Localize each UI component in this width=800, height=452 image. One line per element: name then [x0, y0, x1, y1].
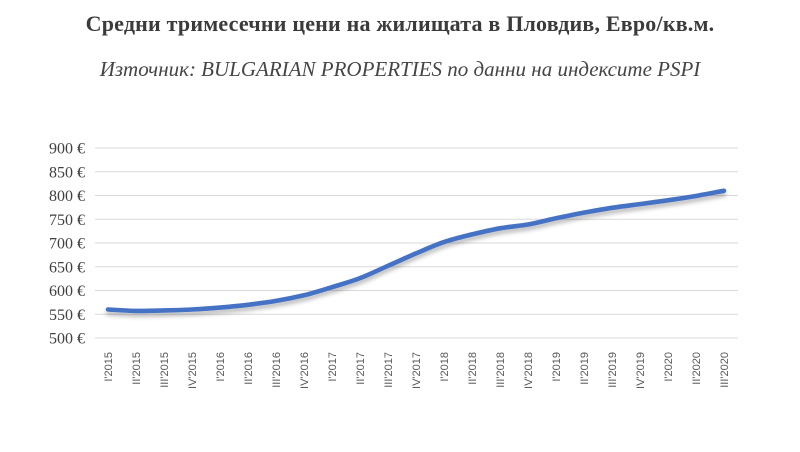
y-axis-tick-label: 650 €	[49, 259, 85, 276]
y-axis-tick-label: 500 €	[49, 331, 85, 348]
x-axis-tick-label: III'2018	[495, 352, 507, 388]
x-axis-tick-label: II'2020	[691, 352, 703, 385]
x-axis-tick-label: IV'2018	[523, 352, 535, 389]
chart-subtitle: Източник: BULGARIAN PROPERTIES по данни …	[99, 57, 701, 81]
y-axis-tick-label: 900 €	[49, 141, 85, 158]
y-axis-tick-label: 550 €	[49, 307, 85, 324]
x-axis-tick-label: III'2016	[271, 352, 283, 388]
chart-title: Средни тримесечни цени на жилищата в Пло…	[85, 11, 715, 36]
x-axis-tick-label: II'2018	[467, 352, 479, 385]
x-axis-tick-label: I'2019	[551, 352, 563, 382]
x-axis-tick-label: II'2016	[243, 352, 255, 385]
x-axis-tick-label: III'2015	[159, 352, 171, 388]
x-axis-tick-label: II'2019	[579, 352, 591, 385]
y-axis-tick-label: 800 €	[49, 188, 85, 205]
x-axis-tick-label: I'2018	[439, 352, 451, 382]
x-axis-tick-label: III'2017	[383, 352, 395, 388]
x-axis-tick-label: IV'2017	[411, 352, 423, 389]
price-line-series	[105, 188, 727, 314]
x-axis-tick-label: II'2017	[355, 352, 367, 385]
x-axis-tick-label: I'2015	[103, 352, 115, 382]
y-axis-tick-label: 850 €	[49, 164, 85, 181]
x-axis-tick-label: III'2019	[607, 352, 619, 388]
x-axis-tick-label: IV'2015	[187, 352, 199, 389]
x-axis-tick-label: II'2015	[131, 352, 143, 385]
y-axis-tick-label: 700 €	[49, 236, 85, 253]
x-axis-tick-label: I'2017	[327, 352, 339, 382]
y-axis-tick-label: 600 €	[49, 283, 85, 300]
x-axis-tick-label: I'2020	[663, 352, 675, 382]
x-axis-tick-label: IV'2016	[299, 352, 311, 389]
y-axis-tick-label: 750 €	[49, 212, 85, 229]
x-axis-tick-label: I'2016	[215, 352, 227, 382]
x-axis-tick-label: IV'2019	[635, 352, 647, 389]
x-axis-tick-label: III'2020	[719, 352, 731, 388]
